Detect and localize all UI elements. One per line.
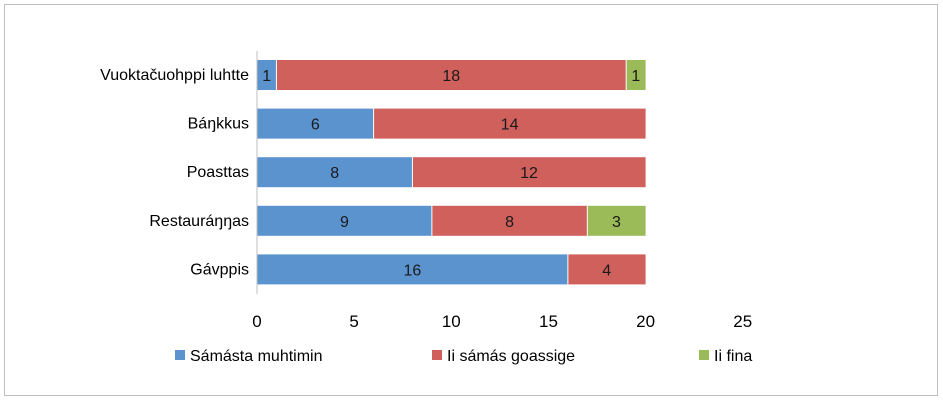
bar-segment-2 [431, 205, 588, 236]
bar-segment-3 [626, 60, 646, 90]
stacked-bar-chart: 1 18 16 148 129 8 316 4 Vuoktačuohppi luhtteBáŋ… [100, 51, 752, 365]
category-labels: Vuoktačuohppi luhtte Báŋkkus Poasttas Resta… [100, 67, 249, 278]
data-label: 1 [631, 68, 640, 85]
x-tick-label: 10 [442, 312, 461, 331]
legend-swatch [175, 350, 185, 360]
x-tick-label: 0 [252, 312, 261, 331]
category-label: Gávppis [190, 261, 249, 278]
legend-swatch [432, 350, 442, 360]
category-label: Báŋkkus [188, 116, 249, 133]
legend-label: Ii sámás goassige [447, 348, 575, 365]
data-label: 9 [340, 214, 349, 231]
chart-frame: 1 18 1 6 14 8 12 9 8 3 16 4 Vuoktačuohppi luhtte Báŋ… [4, 4, 938, 396]
data-label: 14 [501, 117, 519, 134]
bar-segment-1 [257, 205, 432, 236]
bar-segment-1 [257, 108, 374, 139]
bar-segment-2 [276, 60, 627, 90]
legend-label: Sámásta muhtimin [190, 348, 323, 365]
data-label: 3 [612, 214, 621, 231]
legend-label: Ii fina [714, 348, 752, 365]
x-tick-labels: 0 5 10 15 20 25 [252, 312, 752, 331]
x-tick-label: 25 [733, 312, 752, 331]
x-tick-label: 5 [349, 312, 358, 331]
data-label: 8 [330, 165, 339, 182]
data-label: 16 [404, 262, 422, 279]
category-label: Restauráŋŋas [149, 213, 249, 230]
data-label: 6 [311, 117, 320, 134]
x-tick-label: 15 [539, 312, 558, 331]
bar-segment-1 [257, 254, 568, 285]
bar-segment-2 [412, 157, 646, 188]
data-label: 4 [602, 262, 611, 279]
data-label: 18 [442, 68, 460, 85]
bar-segment-3 [587, 205, 646, 236]
data-label: 1 [262, 68, 271, 85]
bars-layer [257, 60, 646, 285]
legend: Sámásta muhtimin Ii sámás goassige Ii fina [175, 348, 752, 365]
category-label: Poasttas [187, 164, 249, 181]
bar-segment-2 [567, 254, 646, 285]
data-label: 8 [505, 214, 514, 231]
bar-segment-1 [257, 157, 413, 188]
data-labels-layer: 1 18 16 148 129 8 316 4 [262, 68, 640, 279]
category-label: Vuoktačuohppi luhtte [100, 67, 249, 84]
data-label: 12 [520, 165, 538, 182]
bar-segment-2 [373, 108, 646, 139]
legend-swatch [699, 350, 709, 360]
bar-segment-1 [257, 60, 277, 90]
x-tick-label: 20 [636, 312, 655, 331]
